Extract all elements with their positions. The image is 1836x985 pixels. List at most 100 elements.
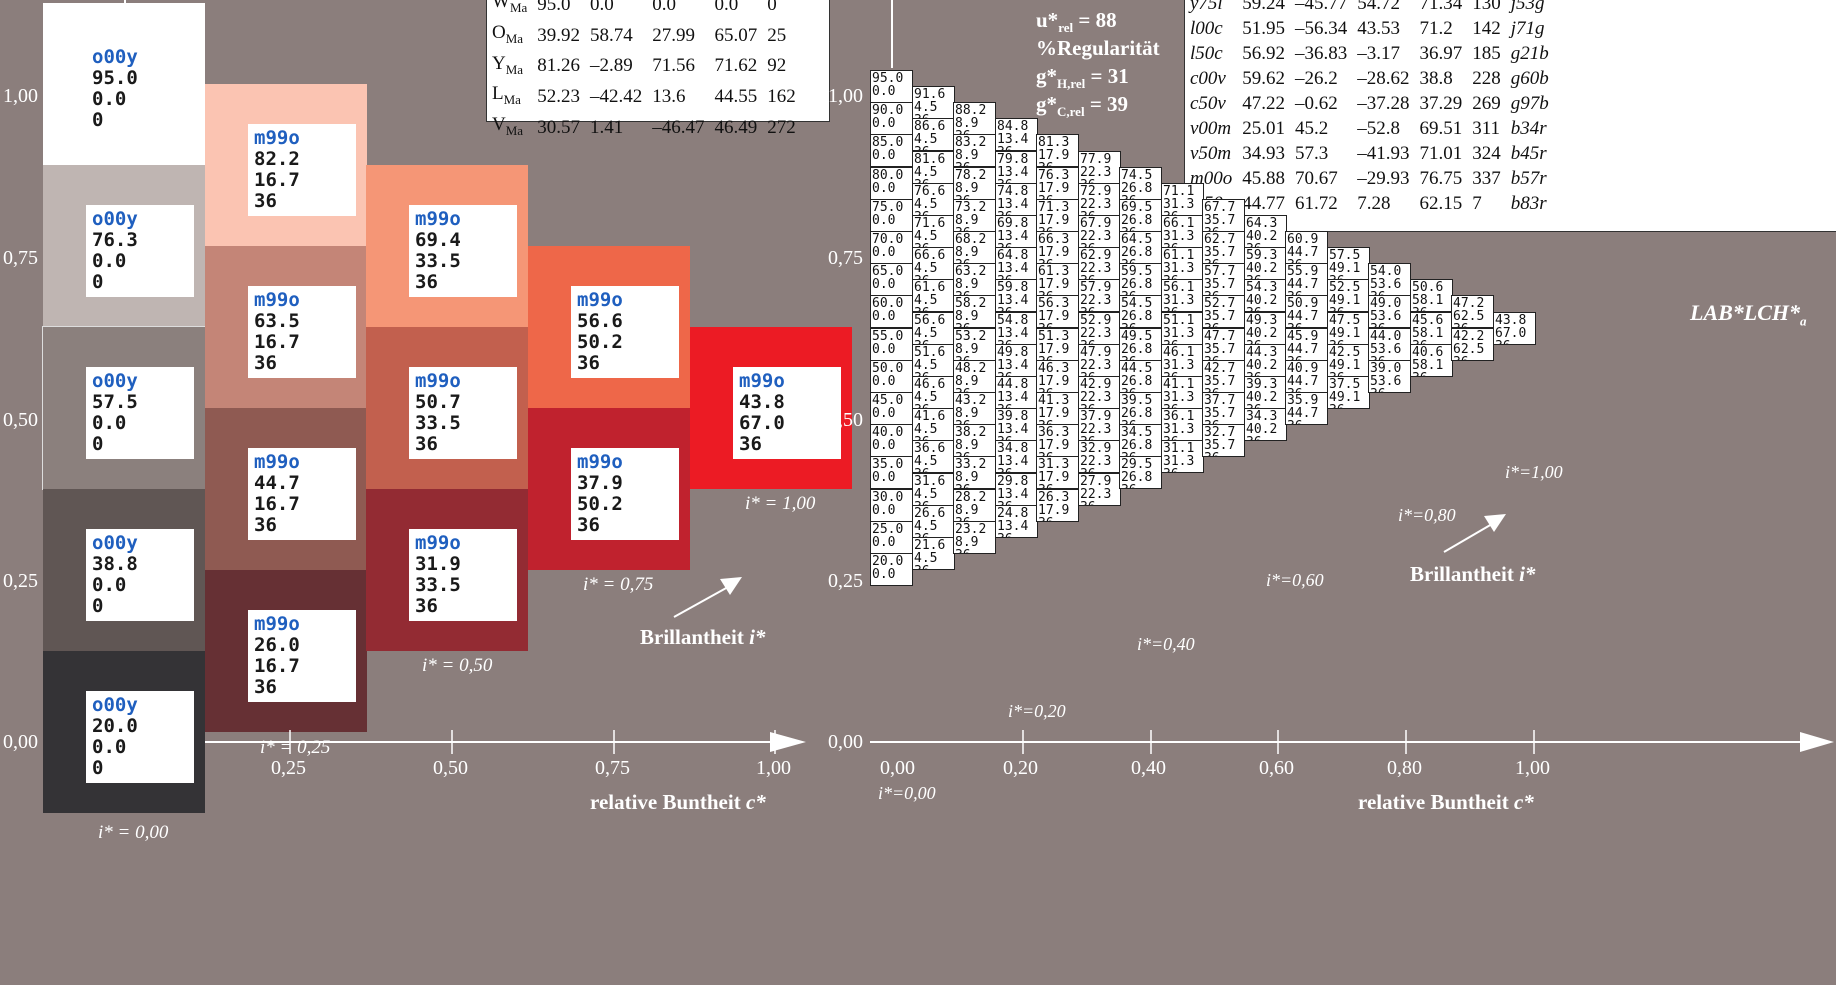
cell-hue: 36 xyxy=(1329,372,1369,376)
table-cell: 36.97 xyxy=(1419,43,1463,64)
cell-hue: 36 xyxy=(1412,340,1452,344)
cell-chroma: 58.1 xyxy=(1412,326,1444,341)
table-cell: 45.2 xyxy=(1294,118,1329,139)
grid-cell: 43.867.036 xyxy=(1493,312,1536,345)
cell-lightness: 26.3 xyxy=(1038,490,1070,505)
cell-chroma: 4.5 xyxy=(914,229,938,244)
cell-lightness: 60.0 xyxy=(872,296,904,311)
table-row: m00o 45.88 70.67 –29.93 76.75 337 b57r xyxy=(1185,166,1554,191)
cell-lightness: 54.8 xyxy=(997,313,1029,328)
cell-hue: 36 xyxy=(914,372,954,376)
cell-hue: 36 xyxy=(1038,420,1078,424)
cell-lightness: 36.1 xyxy=(1163,409,1195,424)
cell-chroma: 8.9 xyxy=(955,503,979,518)
grid-cell: 40.944.736 xyxy=(1285,360,1328,393)
hue-colors-table: y75l 59.24 –45.77 54.72 71.34 130 j53g l00c 51.9… xyxy=(1184,0,1836,232)
cell-hue: 36 xyxy=(1370,323,1410,327)
grid-cell: 71.64.536 xyxy=(912,215,955,248)
cell-lightness: 59.3 xyxy=(1246,248,1278,263)
table-row: VMa 30.57 1.41 –46.47 46.49 272 xyxy=(487,112,801,143)
cell-lightness: 56.6 xyxy=(914,313,946,328)
cell-chroma: 13.4 xyxy=(997,293,1029,308)
x-tick-label: 0,60 xyxy=(1259,757,1294,779)
cell-lightness: 35.0 xyxy=(872,457,904,472)
cell-chroma: 17.9 xyxy=(1038,342,1070,357)
cell-hue: 36 xyxy=(1204,259,1244,263)
cell-hue: 36 xyxy=(1121,388,1161,392)
patch-chroma: 0.0 xyxy=(92,574,127,596)
grid-cell: 48.28.936 xyxy=(953,360,996,393)
i-star-label: i* = 1,00 xyxy=(745,493,816,514)
table-cell: 0 xyxy=(767,0,777,15)
cell-hue: 36 xyxy=(914,146,954,150)
table-cell: 95.0 xyxy=(537,0,571,15)
table-cell: 1.41 xyxy=(590,117,624,139)
x-axis xyxy=(870,730,1834,754)
table-cell: 324 xyxy=(1472,143,1501,164)
cell-chroma: 13.4 xyxy=(997,132,1029,147)
grid-cell: 43.28.936 xyxy=(953,392,996,425)
grid-cell: 51.317.936 xyxy=(1036,328,1079,361)
grid-cell: 26.64.536 xyxy=(912,505,955,538)
cell-hue: 36 xyxy=(914,243,954,247)
cell-lightness: 41.6 xyxy=(914,409,946,424)
cell-hue: 36 xyxy=(1121,195,1161,199)
cell-lightness: 49.0 xyxy=(1370,296,1402,311)
cell-chroma: 31.3 xyxy=(1163,293,1195,308)
grid-cell: 51.131.336 xyxy=(1161,312,1204,345)
table-cell: 58.74 xyxy=(590,24,633,46)
cell-lightness: 71.1 xyxy=(1163,184,1195,199)
cell-lightness: 40.0 xyxy=(872,425,904,440)
cell-chroma: 13.4 xyxy=(997,390,1029,405)
cell-hue: 36 xyxy=(1080,340,1120,344)
cell-hue: 36 xyxy=(955,388,995,392)
grid-cell: 46.317.936 xyxy=(1036,360,1079,393)
grid-cell: 61.131.336 xyxy=(1161,247,1204,280)
cell-lightness: 84.8 xyxy=(997,119,1029,134)
i-star-label: i* = 0,50 xyxy=(422,655,493,676)
cell-lightness: 29.8 xyxy=(997,474,1029,489)
patch-lightness: 26.0 xyxy=(254,634,300,656)
cell-chroma: 62.5 xyxy=(1453,342,1485,357)
grid-cell: 78.28.936 xyxy=(953,167,996,200)
row-name-sub: Ma xyxy=(509,0,528,15)
x-axis-title-text: relative Buntheit xyxy=(1358,790,1514,814)
row-name-sub: Ma xyxy=(505,30,524,46)
patch-code: o00y xyxy=(92,46,138,68)
cell-hue: 36 xyxy=(1121,356,1161,360)
table-cell: 25 xyxy=(767,24,787,46)
brilliance-label: Brillantheit i* xyxy=(1410,562,1535,587)
grid-cell: 23.28.936 xyxy=(953,521,996,554)
cell-lightness: 51.1 xyxy=(1163,313,1195,328)
cell-lightness: 57.5 xyxy=(1329,248,1361,263)
cell-hue: 36 xyxy=(1287,259,1327,263)
y-tick-label: 0,00 xyxy=(3,731,38,753)
cell-hue: 36 xyxy=(1370,291,1410,295)
table-row: l50c 56.92 –36.83 –3.17 36.97 185 g21b xyxy=(1185,41,1554,66)
table-cell: 71.56 xyxy=(652,55,696,77)
patch-lightness: 69.4 xyxy=(415,229,461,251)
cell-chroma: 40.2 xyxy=(1246,422,1278,437)
patch-hue: 36 xyxy=(415,433,438,455)
cell-hue: 36 xyxy=(1370,356,1410,360)
grid-cell: 27.922.336 xyxy=(1078,473,1121,506)
row-name: V xyxy=(492,114,506,136)
grid-cell: 34.340.236 xyxy=(1244,408,1287,441)
grid-cell: 62.922.336 xyxy=(1078,247,1121,280)
grid-cell: 81.64.536 xyxy=(912,151,955,184)
patch-code: m99o xyxy=(739,370,785,392)
x-axis-title-symbol: c* xyxy=(745,790,766,814)
brilliance-arrow xyxy=(1443,514,1506,553)
table-row: l00c 51.95 –56.34 43.53 71.2 142 j71g xyxy=(1185,16,1554,41)
cell-chroma: 40.2 xyxy=(1246,261,1278,276)
grid-cell: 61.317.936 xyxy=(1036,263,1079,296)
grid-cell: 74.813.436 xyxy=(995,183,1038,216)
i-star-label: i* = 0,00 xyxy=(98,822,169,843)
grid-cell: 29.526.836 xyxy=(1119,456,1162,489)
cell-hue: 36 xyxy=(955,517,995,521)
grid-cell: 53.28.936 xyxy=(953,328,996,361)
cell-lightness: 27.9 xyxy=(1080,474,1112,489)
grid-cell: 44.813.436 xyxy=(995,376,1038,409)
table-cell: 0.0 xyxy=(590,0,614,15)
cell-lightness: 30.0 xyxy=(872,490,904,505)
